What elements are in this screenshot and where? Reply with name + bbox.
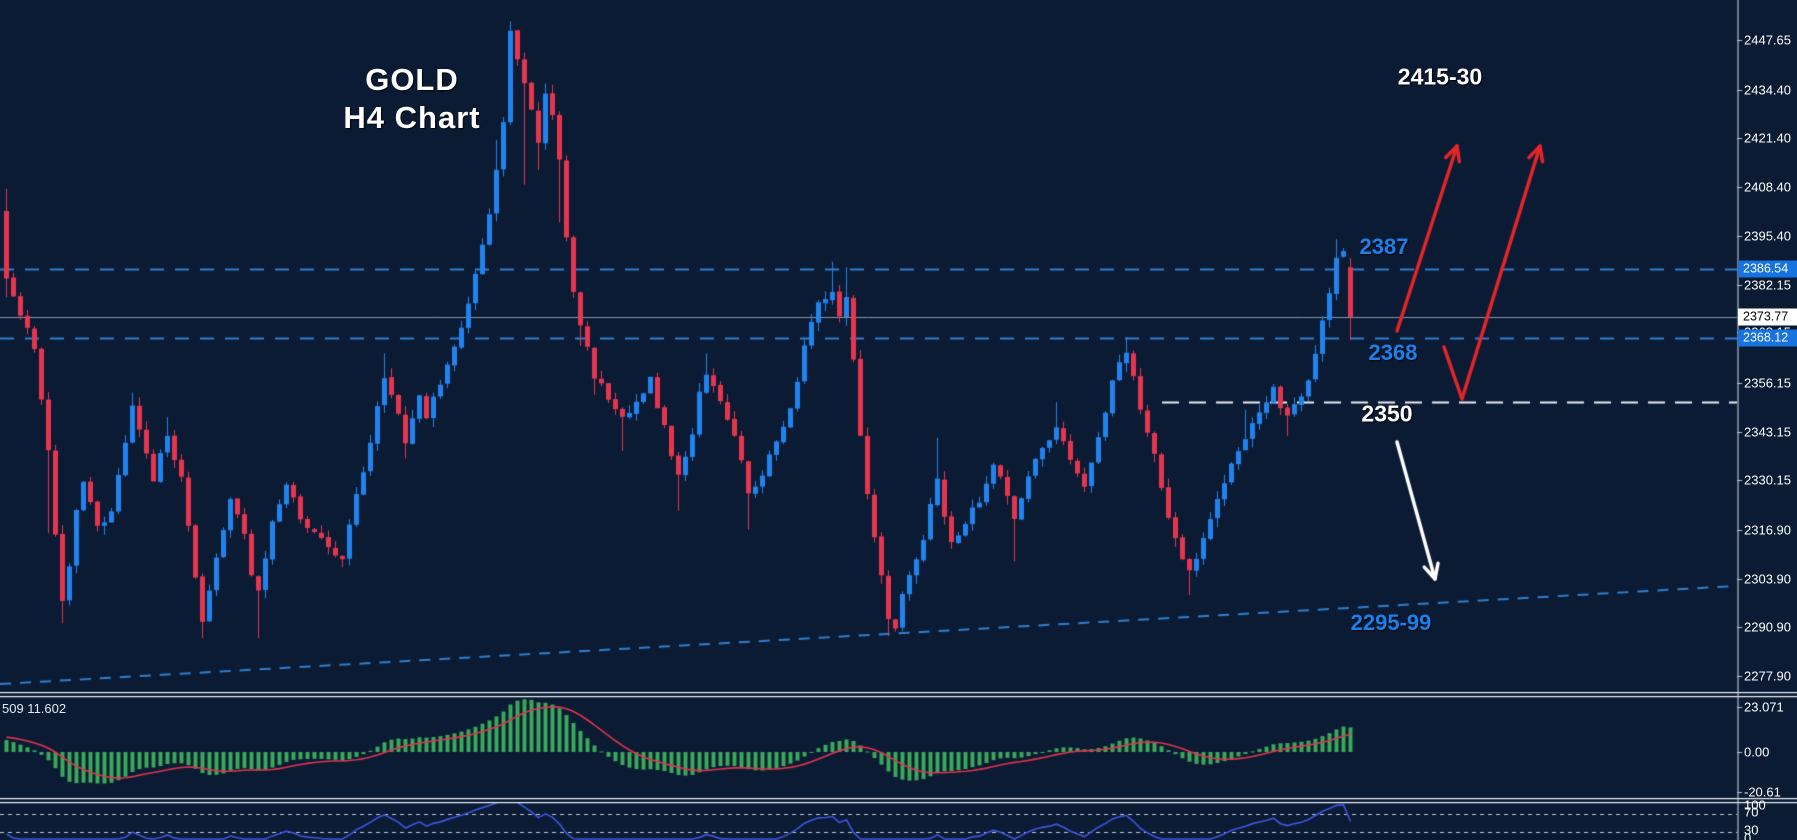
trading-chart-window: GOLD H4 Chart 2415-30 2387 2368 2350 229… xyxy=(0,0,1797,840)
chart-canvas[interactable] xyxy=(0,0,1797,840)
